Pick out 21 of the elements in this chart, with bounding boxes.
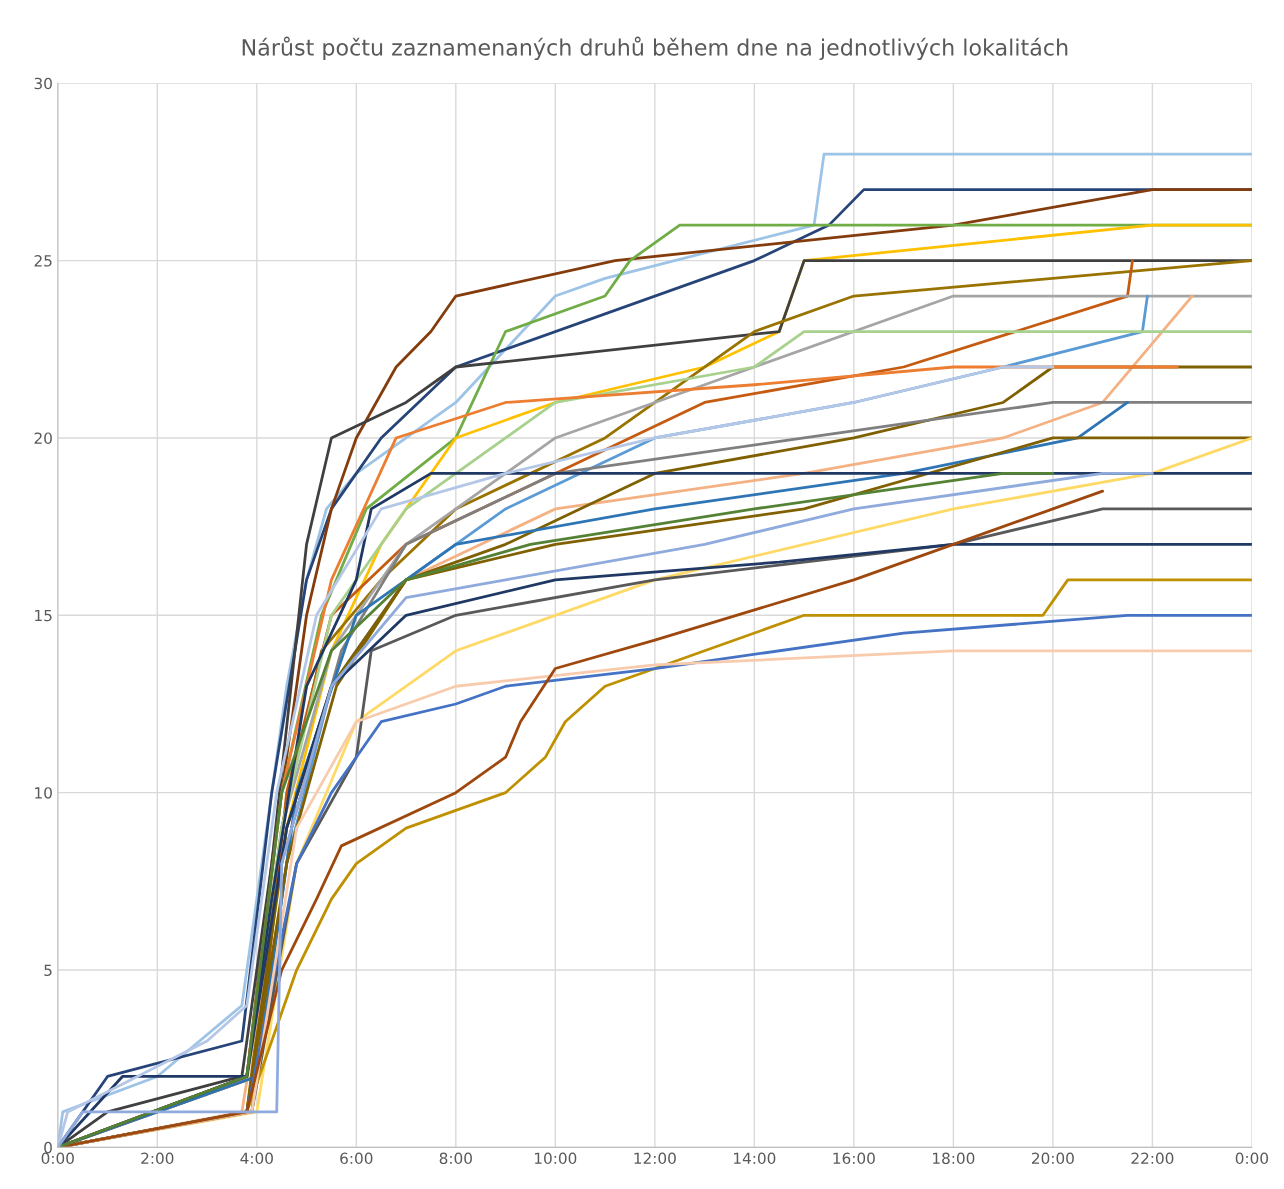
- x-tick-label: 12:00: [634, 1152, 676, 1165]
- x-tick-label: 22:00: [1131, 1152, 1174, 1165]
- y-tick-label: 20: [34, 432, 52, 444]
- x-tick-label: 0:00: [41, 1152, 74, 1165]
- y-tick-label: 30: [34, 77, 52, 90]
- y-tick-label: 0: [44, 1141, 52, 1154]
- chart-title: Nárůst počtu zaznamenaných druhů během dne na jednotlivých lokalitách: [242, 36, 1068, 61]
- x-tick-label: 16:00: [833, 1152, 875, 1165]
- x-tick-label: 6:00: [340, 1152, 373, 1165]
- x-tick-label: 8:00: [439, 1152, 472, 1165]
- y-tick-label: 25: [34, 255, 52, 267]
- x-tick-label: 10:00: [534, 1152, 577, 1165]
- x-tick-label: 4:00: [240, 1152, 273, 1165]
- y-tick-label: 15: [35, 609, 52, 622]
- x-tick-label: 0:00: [1235, 1152, 1269, 1165]
- x-tick-label: 20:00: [1031, 1152, 1074, 1165]
- y-tick-label: 10: [35, 787, 52, 799]
- x-tick-label: 2:00: [141, 1152, 174, 1165]
- y-tick-label: 5: [44, 964, 52, 977]
- x-tick-label: 14:00: [734, 1152, 776, 1165]
- x-tick-label: 18:00: [933, 1152, 975, 1165]
